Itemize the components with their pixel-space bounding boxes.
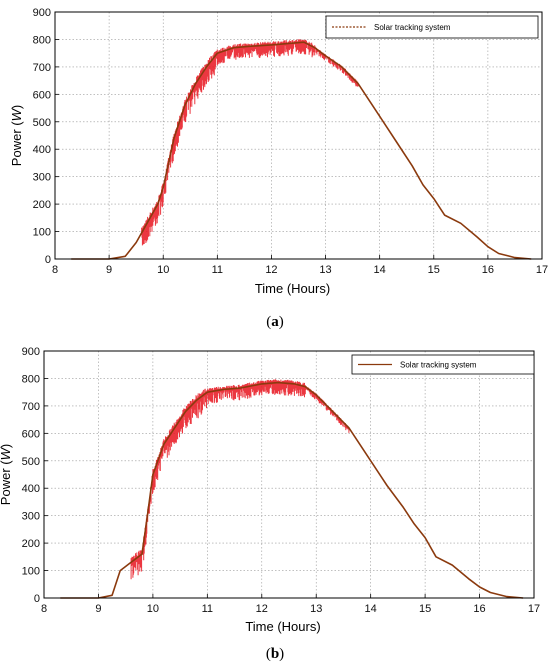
x-tick-label: 17 xyxy=(536,264,548,276)
chart-panel-b: 8 9 10 11 12 13 14 15 16 17 0 100 200 300 400 500 600 700… xyxy=(0,346,540,662)
series-line xyxy=(60,381,524,599)
x-tick-label: 13 xyxy=(310,603,322,615)
x-tick-label: 8 xyxy=(41,603,47,615)
x-tick-label: 9 xyxy=(106,264,112,276)
x-tick-label: 9 xyxy=(95,603,101,615)
panel-caption: (a) xyxy=(266,314,284,330)
y-tick-label: 200 xyxy=(33,199,51,211)
legend-box xyxy=(325,15,539,39)
y-tick-label: 500 xyxy=(33,117,51,129)
x-tick-label: 15 xyxy=(419,603,431,615)
x-axis-label: Time (Hours) xyxy=(245,619,320,634)
y-tick-label: 300 xyxy=(33,172,51,184)
x-tick-label: 10 xyxy=(157,264,169,276)
x-tick-label: 12 xyxy=(265,264,277,276)
x-tick-label: 12 xyxy=(256,603,268,615)
y-tick-label: 900 xyxy=(33,7,51,19)
y-tick-label: 700 xyxy=(33,62,51,74)
panel-caption: (b) xyxy=(266,646,284,662)
y-tick-label: 200 xyxy=(22,538,40,550)
legend-label: Solar tracking system xyxy=(374,23,451,32)
y-tick-label: 600 xyxy=(22,428,40,440)
y-tick-label: 0 xyxy=(34,593,40,605)
x-tick-label: 16 xyxy=(482,264,494,276)
y-tick-label: 300 xyxy=(22,511,40,523)
legend-label: Solar tracking system xyxy=(400,361,477,370)
legend: Solar tracking system xyxy=(325,15,539,39)
x-tick-label: 11 xyxy=(212,264,223,276)
axes-frame xyxy=(54,11,543,260)
y-tick-label: 900 xyxy=(22,346,40,358)
y-axis-label: Power (W) xyxy=(0,444,13,505)
x-tick-label: 10 xyxy=(147,603,159,615)
x-tick-label: 16 xyxy=(473,603,485,615)
y-tick-label: 600 xyxy=(33,89,51,101)
series-line xyxy=(71,41,532,260)
x-tick-label: 17 xyxy=(528,603,540,615)
x-tick-label: 8 xyxy=(52,264,58,276)
y-tick-label: 700 xyxy=(22,401,40,413)
x-tick-label: 14 xyxy=(365,603,377,615)
x-axis-label: Time (Hours) xyxy=(255,281,330,296)
y-tick-label: 500 xyxy=(22,456,40,468)
y-tick-label: 0 xyxy=(45,254,51,266)
y-axis-label: Power (W) xyxy=(9,105,24,166)
legend-box xyxy=(351,354,535,375)
axes-frame xyxy=(43,350,535,599)
x-tick-label: 15 xyxy=(428,264,440,276)
legend: Solar tracking system xyxy=(351,354,535,375)
y-tick-label: 100 xyxy=(33,227,51,239)
y-tick-label: 800 xyxy=(22,373,40,385)
x-tick-label: 11 xyxy=(202,603,213,615)
y-tick-label: 400 xyxy=(33,144,51,156)
y-tick-label: 800 xyxy=(33,34,51,46)
x-tick-label: 13 xyxy=(319,264,331,276)
y-tick-label: 100 xyxy=(22,566,40,578)
chart-panel-a: 8 9 10 11 12 13 14 15 16 17 0 100 200 300 400 500 600 700… xyxy=(9,7,548,330)
x-tick-label: 14 xyxy=(374,264,386,276)
y-tick-label: 400 xyxy=(22,483,40,495)
